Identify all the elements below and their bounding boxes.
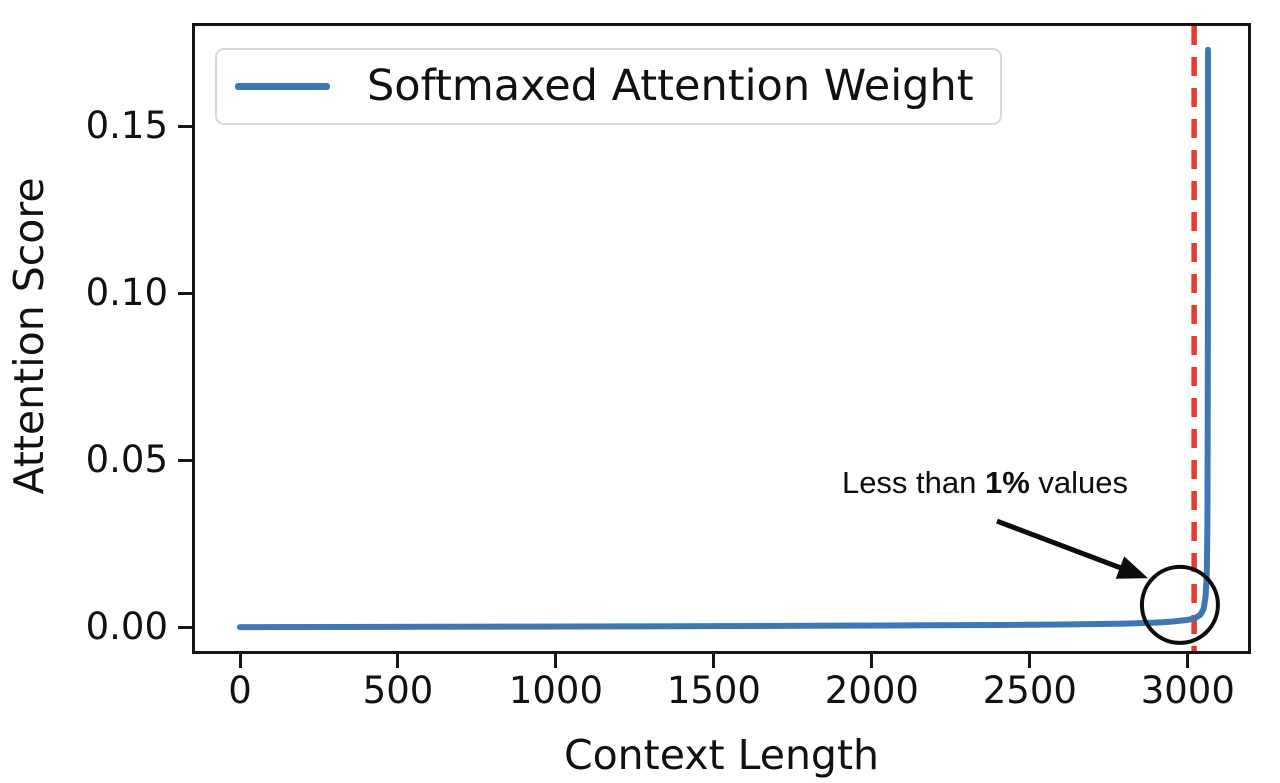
x-tick-label: 3000 xyxy=(1140,669,1235,712)
x-tick-mark xyxy=(1186,654,1190,668)
y-tick-mark xyxy=(178,625,192,629)
y-tick-label: 0.15 xyxy=(85,104,168,148)
annotation-circle xyxy=(1139,564,1220,645)
x-tick-label: 1500 xyxy=(666,669,761,712)
x-tick-mark xyxy=(554,654,558,668)
y-tick-label: 0.00 xyxy=(85,605,168,649)
x-tick-label: 2500 xyxy=(982,669,1077,712)
y-tick-mark xyxy=(178,458,192,462)
annotation-arrow-shaft xyxy=(996,518,1127,573)
y-tick-mark xyxy=(178,124,192,128)
x-tick-label: 500 xyxy=(362,669,434,712)
legend: Softmaxed Attention Weight xyxy=(215,48,1002,125)
x-tick-label: 2000 xyxy=(824,669,919,712)
annotation-suffix: values xyxy=(1029,465,1129,500)
annotation-arrow-head xyxy=(1115,556,1148,579)
y-tick-label: 0.05 xyxy=(85,438,168,482)
x-tick-mark xyxy=(712,654,716,668)
plot-border xyxy=(192,23,1251,654)
plot-area: Softmaxed Attention Weight xyxy=(192,23,1251,654)
x-tick-mark xyxy=(238,654,242,668)
y-tick-label: 0.10 xyxy=(85,271,168,315)
legend-line-sample xyxy=(235,83,330,90)
chart-canvas xyxy=(192,23,1251,654)
x-tick-label: 0 xyxy=(228,669,252,712)
x-axis-label: Context Length xyxy=(563,731,880,779)
x-tick-mark xyxy=(870,654,874,668)
x-tick-label: 1000 xyxy=(508,669,604,712)
annotation-prefix: Less than xyxy=(841,465,985,500)
annotation-text: Less than 1% values xyxy=(818,465,1152,501)
y-tick-mark xyxy=(178,291,192,295)
annotation-bold-value: 1% xyxy=(985,465,1030,500)
legend-label: Softmaxed Attention Weight xyxy=(367,61,974,111)
attention-curve xyxy=(237,46,1211,631)
x-tick-mark xyxy=(1028,654,1032,668)
x-tick-mark xyxy=(396,654,400,668)
